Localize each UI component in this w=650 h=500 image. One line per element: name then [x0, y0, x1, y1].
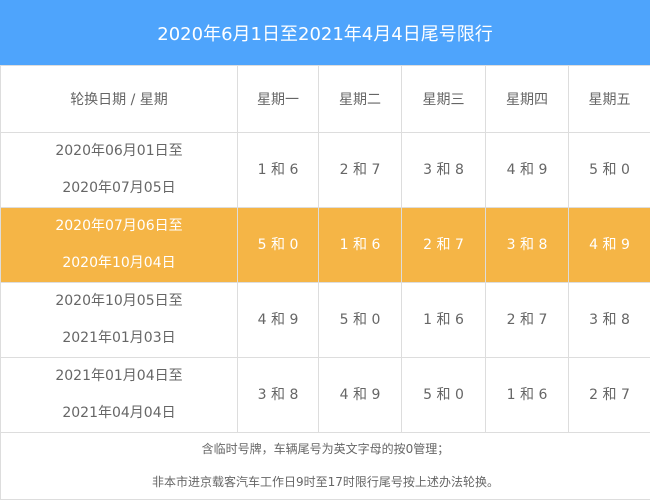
plate-number-cell: 3 和 8 [486, 208, 569, 283]
table-header-row: 轮换日期 / 星期 星期一 星期二 星期三 星期四 星期五 [1, 66, 650, 133]
plate-number-cell: 2 和 7 [569, 358, 650, 433]
page-title: 2020年6月1日至2021年4月4日尾号限行 [0, 0, 650, 65]
plate-number-cell: 3 和 8 [402, 133, 486, 208]
plate-number-cell: 3 和 8 [569, 283, 650, 358]
plate-number-cell: 5 和 0 [569, 133, 650, 208]
date-from: 2020年07月06日至 [1, 208, 237, 245]
date-to: 2021年01月03日 [1, 320, 237, 357]
plate-number-cell: 2 和 7 [402, 208, 486, 283]
plate-number-cell: 1 和 6 [319, 208, 402, 283]
header-monday: 星期一 [238, 66, 319, 133]
plate-number-cell: 2 和 7 [486, 283, 569, 358]
header-tuesday: 星期二 [319, 66, 402, 133]
date-to: 2020年10月04日 [1, 245, 237, 282]
plate-number-cell: 5 和 0 [238, 208, 319, 283]
notes: 含临时号牌，车辆尾号为英文字母的按0管理； 非本市进京载客汽车工作日9时至17时… [1, 433, 650, 500]
plate-number-cell: 4 和 9 [569, 208, 650, 283]
plate-number-cell: 2 和 7 [319, 133, 402, 208]
plate-number-cell: 4 和 9 [486, 133, 569, 208]
header-thursday: 星期四 [486, 66, 569, 133]
plate-number-cell: 5 和 0 [319, 283, 402, 358]
note-1: 含临时号牌，车辆尾号为英文字母的按0管理； [1, 433, 650, 466]
date-to: 2021年04月04日 [1, 395, 237, 432]
restriction-table: 轮换日期 / 星期 星期一 星期二 星期三 星期四 星期五 2020年06月01… [0, 65, 650, 500]
plate-number-cell: 5 和 0 [402, 358, 486, 433]
header-friday: 星期五 [569, 66, 650, 133]
plate-number-cell: 4 和 9 [319, 358, 402, 433]
plate-number-cell: 3 和 8 [238, 358, 319, 433]
plate-number-cell: 4 和 9 [238, 283, 319, 358]
plate-number-cell: 1 和 6 [402, 283, 486, 358]
plate-number-cell: 1 和 6 [486, 358, 569, 433]
plate-number-cell: 1 和 6 [238, 133, 319, 208]
date-from: 2020年10月05日至 [1, 283, 237, 320]
date-from: 2020年06月01日至 [1, 133, 237, 170]
date-to: 2020年07月05日 [1, 170, 237, 207]
note-2: 非本市进京载客汽车工作日9时至17时限行尾号按上述办法轮换。 [1, 466, 650, 499]
header-wednesday: 星期三 [402, 66, 486, 133]
date-from: 2021年01月04日至 [1, 358, 237, 395]
header-date-week: 轮换日期 / 星期 [1, 66, 238, 133]
